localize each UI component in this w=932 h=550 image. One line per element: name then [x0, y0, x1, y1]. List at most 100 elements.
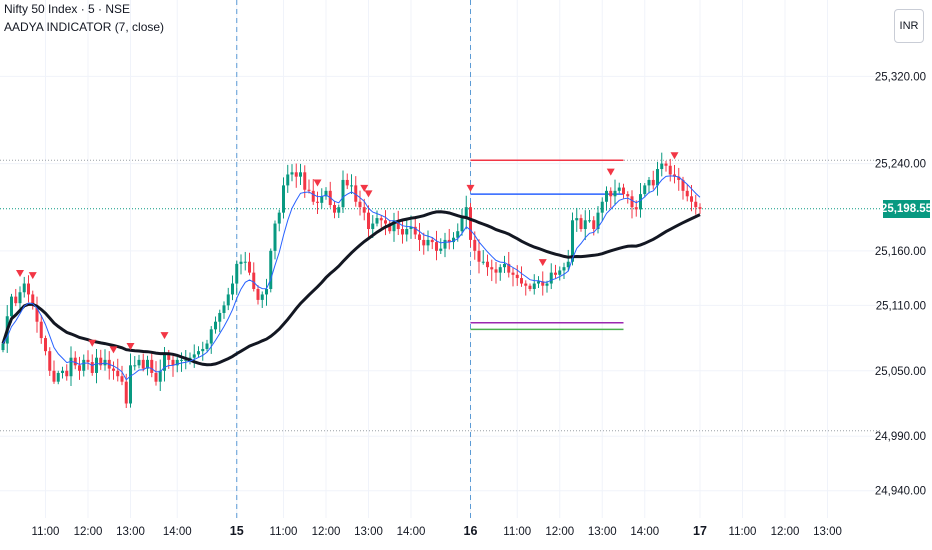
y-tick-label: 25,320.00: [875, 71, 926, 83]
candle-body: [422, 239, 426, 246]
candle-body: [39, 321, 43, 339]
candle-body: [154, 372, 158, 382]
candle-body: [694, 201, 698, 208]
sell-marker-icon: [360, 184, 369, 192]
candle-body: [320, 196, 324, 203]
candle-body: [286, 174, 290, 186]
candle-body: [303, 172, 307, 190]
sell-marker-icon: [88, 339, 97, 347]
candle-body: [571, 220, 574, 262]
candle-body: [341, 179, 345, 208]
sell-marker-icon: [28, 272, 37, 280]
y-tick-label: 24,990.00: [875, 431, 926, 443]
candle-body: [52, 370, 56, 382]
candle-body: [146, 359, 149, 369]
candle-body: [180, 359, 183, 361]
candle-body: [630, 196, 634, 208]
last-price-tag: 25,198.55: [881, 199, 932, 218]
candle-body: [498, 267, 502, 273]
candle-body: [137, 359, 141, 366]
candle-body: [197, 351, 200, 355]
currency-badge[interactable]: INR: [894, 9, 924, 43]
candle-body: [634, 207, 638, 210]
candle-body: [10, 296, 13, 317]
x-tick-label: 17: [693, 524, 707, 538]
candle-body: [86, 359, 90, 363]
y-tick-label: 25,240.00: [875, 159, 926, 171]
candle-body: [524, 283, 528, 286]
candle-body: [566, 261, 570, 268]
candle-body: [273, 223, 277, 251]
candle-body: [494, 269, 498, 273]
x-tick-label: 11:00: [270, 526, 298, 538]
candle-body: [609, 190, 613, 197]
candle-body: [99, 357, 103, 366]
candle-body: [375, 218, 379, 224]
candle-body: [158, 370, 162, 382]
x-tick-label: 12:00: [312, 526, 341, 538]
y-tick-label: 24,940.00: [875, 486, 926, 498]
candle-body: [239, 261, 243, 264]
candle-body: [82, 359, 86, 371]
candle-body: [537, 281, 540, 284]
candle-body: [490, 267, 494, 270]
candle-body: [511, 272, 515, 275]
chart-legend: Nifty 50 Index · 5 · NSE AADYA INDICATOR…: [4, 0, 164, 36]
candle-body: [90, 362, 94, 373]
candle-body: [175, 359, 179, 366]
candle-body: [677, 176, 681, 180]
candle-body: [545, 283, 549, 286]
sell-markers: [16, 152, 679, 354]
x-tick-label: 13:00: [354, 526, 383, 538]
candle-body: [685, 190, 689, 197]
candle-body: [22, 283, 26, 293]
candle-body: [14, 296, 18, 304]
candle-body: [129, 365, 132, 404]
candle-body: [532, 283, 536, 289]
candle-body: [460, 218, 464, 232]
candle-body: [35, 305, 39, 322]
candle-body: [226, 294, 230, 306]
candle-body: [588, 220, 591, 222]
level-lines: [470, 159, 624, 331]
x-tick-label: 16: [464, 524, 478, 538]
candle-body: [112, 368, 115, 371]
candle-body: [673, 174, 676, 177]
candle-body: [575, 218, 579, 221]
candle-body: [269, 250, 273, 289]
candle-body: [392, 220, 396, 232]
candle-body: [583, 220, 587, 230]
indicator-title[interactable]: AADYA INDICATOR (7, close): [4, 20, 165, 34]
sell-marker-icon: [670, 152, 679, 160]
candle-body: [367, 212, 370, 230]
candle-body: [27, 283, 30, 295]
candle-body: [439, 248, 443, 251]
candle-body: [150, 359, 154, 373]
sell-marker-icon: [313, 179, 322, 187]
candle-body: [600, 201, 604, 213]
candle-body: [562, 267, 566, 271]
grid: [0, 0, 880, 518]
candle-body: [477, 250, 481, 262]
fast-ma-line: [2, 175, 701, 381]
candle-body: [481, 261, 485, 263]
candle-body: [218, 312, 222, 322]
candle-body: [596, 212, 600, 230]
candle-body: [426, 239, 430, 246]
candle-body: [44, 338, 47, 352]
candle-body: [379, 218, 383, 221]
candle-body: [473, 239, 477, 251]
candle-body: [664, 163, 668, 166]
sell-marker-icon: [364, 190, 373, 198]
candle-body: [31, 294, 35, 306]
candle-body: [681, 179, 685, 191]
candle-body: [311, 190, 315, 202]
x-tick-label: 14:00: [163, 526, 192, 538]
candle-body: [350, 185, 353, 187]
y-axis: 25,320.00 25,240.00 25,160.00 25,110.00 25,0…: [875, 71, 926, 497]
candle-body: [464, 207, 468, 219]
candle-body: [167, 354, 171, 360]
symbol-title[interactable]: Nifty 50 Index · 5 · NSE: [4, 2, 131, 16]
candle-body: [639, 194, 642, 210]
